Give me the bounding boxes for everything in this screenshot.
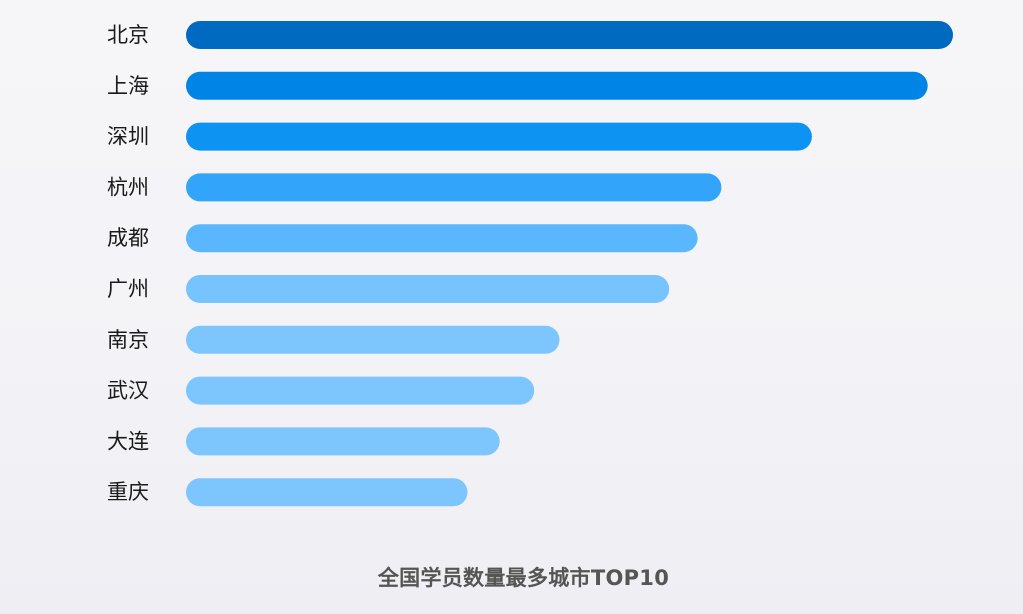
category-label: 北京 <box>107 23 149 47</box>
category-label: 广州 <box>107 277 149 301</box>
category-label: 武汉 <box>107 379 149 403</box>
bar-7 <box>186 325 560 354</box>
category-label: 重庆 <box>107 480 149 504</box>
chart-title: 全国学员数量最多城市TOP10 <box>377 566 670 590</box>
category-label: 杭州 <box>107 175 149 199</box>
bar-6 <box>186 275 670 303</box>
bar-9 <box>186 427 500 456</box>
category-label: 深圳 <box>107 125 149 149</box>
bar-1 <box>186 21 953 49</box>
bar-10 <box>186 478 468 507</box>
bar-2 <box>186 71 928 100</box>
bar-3 <box>186 122 812 151</box>
category-label: 大连 <box>107 429 149 453</box>
bar-4 <box>186 173 722 202</box>
category-label: 成都 <box>107 226 149 250</box>
bar-8 <box>186 376 535 405</box>
bar-5 <box>186 224 698 253</box>
category-label: 南京 <box>107 328 149 352</box>
category-label: 上海 <box>107 74 149 98</box>
